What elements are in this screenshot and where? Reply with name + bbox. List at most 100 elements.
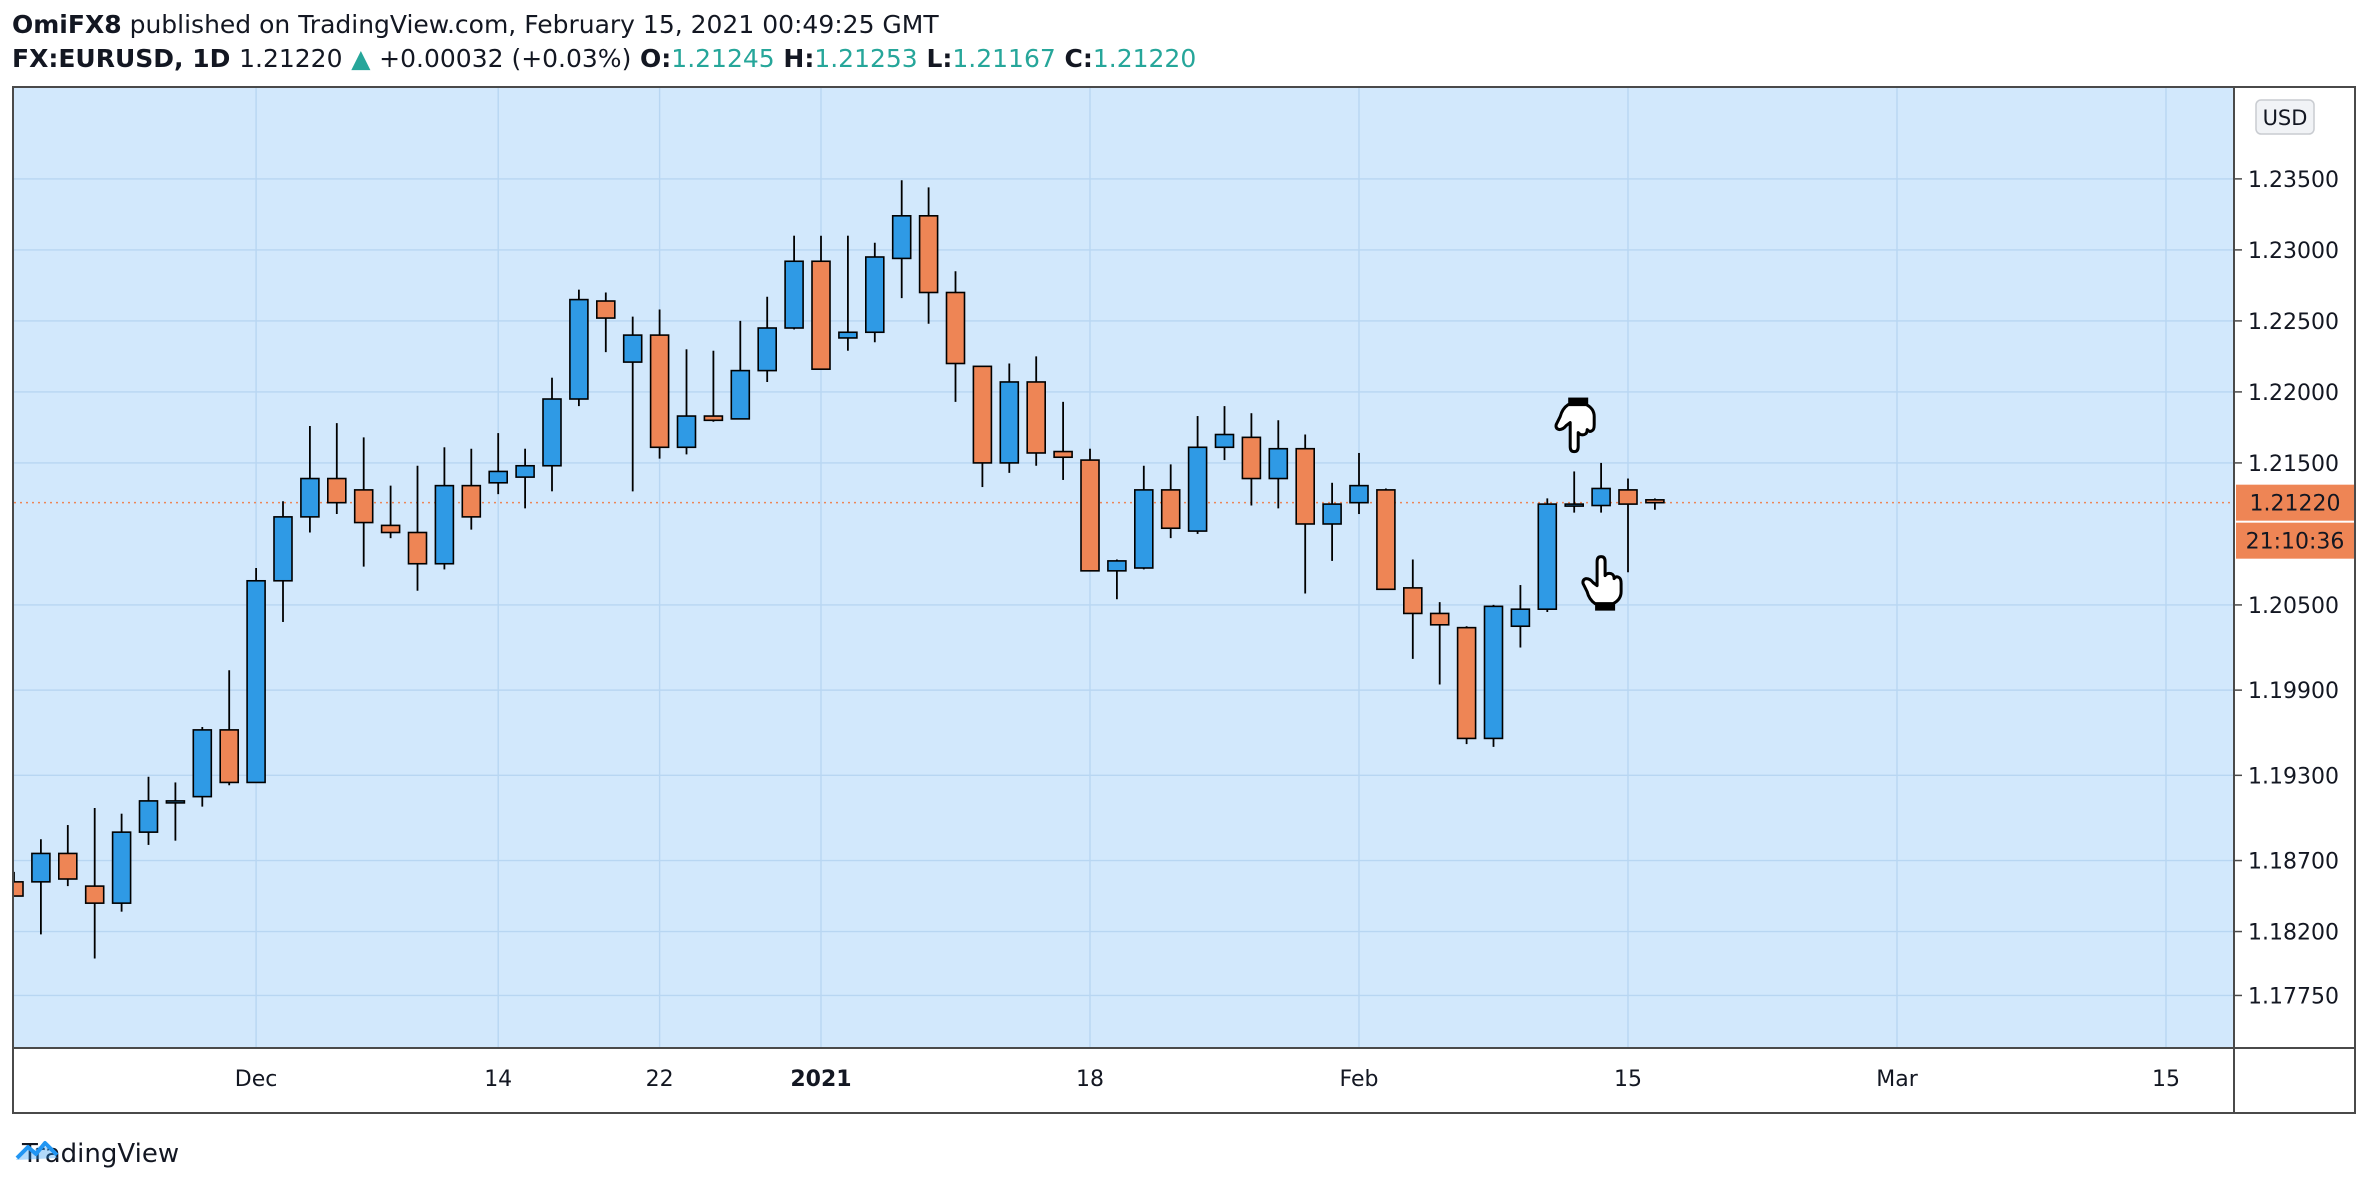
price-tick-label: 1.21500 <box>2248 452 2339 477</box>
candle-up[interactable] <box>111 831 132 904</box>
time-tick-label: Mar <box>1876 1067 1918 1092</box>
currency-label: USD <box>2263 106 2308 130</box>
candle-down[interactable] <box>595 300 616 319</box>
candle-up[interactable] <box>1564 503 1584 507</box>
price-tick-label: 1.18700 <box>2248 850 2339 875</box>
candle-down[interactable] <box>1645 499 1665 504</box>
candle-up[interactable] <box>434 484 455 565</box>
published-text: published on TradingView.com, February 1… <box>129 10 939 39</box>
candlestick-chart[interactable]: 1.17750 1.18200 1.18700 1.19300 1.19900 1.205… <box>14 88 2354 1112</box>
price-tick-label: 1.23500 <box>2248 168 2339 193</box>
candle-down[interactable] <box>1456 626 1477 740</box>
price-tick-label: 1.19900 <box>2248 679 2339 704</box>
candle-down[interactable] <box>84 885 105 904</box>
candle-down[interactable] <box>326 477 347 504</box>
candle-down[interactable] <box>57 852 78 880</box>
candle-up[interactable] <box>730 369 751 420</box>
time-tick-label: 18 <box>1076 1067 1104 1092</box>
tradingview-brand[interactable]: TradingView <box>14 1134 179 1174</box>
candle-down[interactable] <box>461 484 482 518</box>
candle-down[interactable] <box>14 881 24 897</box>
candle-up[interactable] <box>488 470 509 484</box>
candle-down[interactable] <box>1160 489 1181 530</box>
candle-down[interactable] <box>1241 436 1262 480</box>
candle-down[interactable] <box>811 260 831 370</box>
candle-down[interactable] <box>1403 587 1423 615</box>
candle-down[interactable] <box>703 415 724 422</box>
candle-down[interactable] <box>380 524 401 534</box>
publish-line: OmiFX8 published on TradingView.com, Feb… <box>12 8 1196 42</box>
candle-down[interactable] <box>945 291 966 365</box>
price-tick-label: 1.18200 <box>2248 921 2339 946</box>
candle-up[interactable] <box>676 415 697 449</box>
candle-up[interactable] <box>1187 446 1208 532</box>
candle-up[interactable] <box>273 516 293 582</box>
candle-up[interactable] <box>1349 484 1369 504</box>
candle-up[interactable] <box>515 464 535 478</box>
last-price-badge <box>2236 484 2354 521</box>
candle-down[interactable] <box>649 334 670 449</box>
candle-up[interactable] <box>622 334 643 363</box>
candle-up[interactable] <box>246 579 266 784</box>
candle-up[interactable] <box>784 260 804 329</box>
candle-down[interactable] <box>353 489 374 524</box>
close-label: C: <box>1064 44 1093 73</box>
price-tick-label: 1.23000 <box>2248 239 2339 264</box>
candle-up[interactable] <box>1322 503 1342 525</box>
time-tick-label: 15 <box>2152 1067 2180 1092</box>
price-tick-label: 1.19300 <box>2248 764 2339 789</box>
time-tick-label: 14 <box>484 1067 512 1092</box>
candle-up[interactable] <box>300 477 320 518</box>
candle-up[interactable] <box>891 215 912 260</box>
time-tick-label: Feb <box>1340 1067 1379 1092</box>
candle-down[interactable] <box>219 729 239 784</box>
low-value: 1.21167 <box>952 44 1056 73</box>
candle-down[interactable] <box>1053 450 1073 459</box>
last-price: 1.21220 <box>239 44 343 73</box>
candle-up[interactable] <box>1591 487 1611 507</box>
price-change: +0.00032 (+0.03%) <box>379 44 632 73</box>
pointing-hand-down-icon <box>1554 397 1596 454</box>
candle-up[interactable] <box>542 398 562 467</box>
countdown-label: 21:10:36 <box>2246 530 2345 555</box>
candle-up[interactable] <box>999 381 1020 464</box>
high-value: 1.21253 <box>814 44 918 73</box>
publisher-name[interactable]: OmiFX8 <box>12 10 122 39</box>
candle-up[interactable] <box>757 327 778 372</box>
candle-down[interactable] <box>1376 489 1396 591</box>
candle-up[interactable] <box>864 256 885 334</box>
candle-down[interactable] <box>918 215 939 294</box>
candle-up[interactable] <box>1537 503 1558 610</box>
candle-down[interactable] <box>1429 612 1450 626</box>
symbol-line: FX:EURUSD, 1D 1.21220 ▲ +0.00032 (+0.03%… <box>12 42 1196 76</box>
low-label: L: <box>926 44 953 73</box>
time-tick-label: 22 <box>646 1067 674 1092</box>
currency-tag[interactable] <box>2255 99 2315 135</box>
candle-up[interactable] <box>31 852 51 883</box>
chart-header: OmiFX8 published on TradingView.com, Feb… <box>12 8 1196 76</box>
candle-up[interactable] <box>165 800 186 804</box>
candle-up[interactable] <box>1268 447 1289 480</box>
candle-up[interactable] <box>1214 433 1235 449</box>
candle-down[interactable] <box>407 531 428 565</box>
chart-area[interactable]: 1.17750 1.18200 1.18700 1.19300 1.19900 1.205… <box>12 86 2356 1114</box>
candle-up[interactable] <box>838 331 858 339</box>
open-label: O: <box>640 44 672 73</box>
candle-down[interactable] <box>1295 447 1315 525</box>
candle-up[interactable] <box>569 298 589 400</box>
last-price-label: 1.21220 <box>2250 492 2341 517</box>
candle-down[interactable] <box>1618 489 1638 505</box>
countdown-badge <box>2236 522 2354 559</box>
candle-up[interactable] <box>1134 489 1154 569</box>
candle-up[interactable] <box>1107 560 1127 572</box>
candle-down[interactable] <box>972 365 993 464</box>
candle-up[interactable] <box>1510 608 1531 628</box>
candle-up[interactable] <box>138 800 159 833</box>
price-tick-label: 1.20500 <box>2248 594 2339 619</box>
time-tick-label: Dec <box>235 1067 278 1092</box>
candle-down[interactable] <box>1026 381 1047 454</box>
candle-up[interactable] <box>192 729 213 798</box>
candle-down[interactable] <box>1080 459 1100 572</box>
symbol-label: FX:EURUSD, 1D <box>12 44 231 73</box>
candle-up[interactable] <box>1483 605 1504 740</box>
